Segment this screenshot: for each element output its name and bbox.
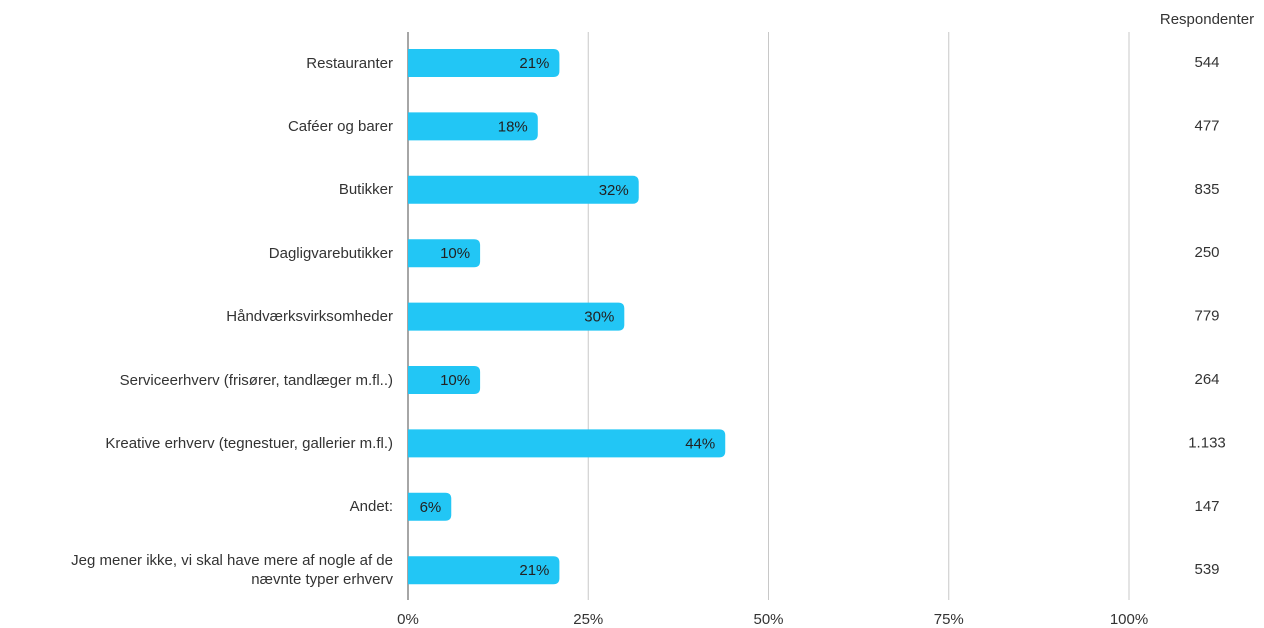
- respondents-header: Respondenter: [1160, 11, 1254, 28]
- category-label-box: Butikker: [338, 181, 393, 199]
- category-label-box: Andet:: [349, 498, 393, 516]
- category-label-box: Dagligvarebutikker: [268, 244, 393, 262]
- category-label-box: Jeg mener ikke, vi skal have mere af nog…: [71, 552, 393, 589]
- respondents-value: 539: [1194, 561, 1219, 578]
- bar: [408, 175, 639, 204]
- bar: [408, 492, 452, 521]
- respondents-value: 1.133: [1188, 434, 1226, 451]
- respondents-value: 250: [1194, 244, 1219, 261]
- category-label: Håndværksvirksomheder: [226, 308, 393, 326]
- x-tick-label: 100%: [1110, 611, 1148, 628]
- value-label: 21%: [519, 55, 549, 72]
- value-label: 10%: [440, 245, 470, 262]
- respondents-value: 264: [1194, 371, 1219, 388]
- respondents-value: 779: [1194, 308, 1219, 325]
- x-tick-label: 75%: [934, 611, 964, 628]
- category-label: Jeg mener ikke, vi skal have mere af nog…: [71, 552, 393, 589]
- value-label: 30%: [584, 309, 614, 326]
- x-tick-label: 0%: [397, 611, 419, 628]
- bar: [408, 239, 481, 268]
- bar: [408, 429, 726, 458]
- respondents-value: 835: [1194, 181, 1219, 198]
- value-label: 21%: [519, 562, 549, 579]
- respondents-value: 147: [1194, 498, 1219, 515]
- value-label: 10%: [440, 372, 470, 389]
- category-label-box: Caféer og barer: [287, 117, 393, 135]
- category-label: Dagligvarebutikker: [268, 244, 393, 262]
- category-label-box: Serviceerhverv (frisører, tandlæger m.fl…: [119, 371, 393, 389]
- category-label: Kreative erhverv (tegnestuer, gallerier …: [105, 434, 393, 452]
- bar: [408, 302, 625, 331]
- bar: [408, 556, 560, 585]
- category-label-box: Håndværksvirksomheder: [226, 308, 393, 326]
- bar: [408, 366, 481, 394]
- category-label-box: Restauranter: [306, 54, 393, 72]
- respondents-value: 477: [1194, 117, 1219, 134]
- category-label: Butikker: [338, 181, 393, 199]
- bar: [408, 49, 560, 77]
- category-label: Serviceerhverv (frisører, tandlæger m.fl…: [119, 371, 393, 389]
- bar: [408, 112, 538, 141]
- respondents-value: 544: [1194, 54, 1219, 71]
- x-tick-label: 25%: [573, 611, 603, 628]
- category-label: Restauranter: [306, 54, 393, 72]
- x-tick-label: 50%: [753, 611, 783, 628]
- value-label: 32%: [599, 182, 629, 199]
- category-label-box: Kreative erhverv (tegnestuer, gallerier …: [105, 434, 393, 452]
- value-label: 44%: [685, 435, 715, 452]
- value-label: 6%: [420, 499, 442, 516]
- category-label: Andet:: [349, 498, 393, 516]
- value-label: 18%: [498, 118, 528, 135]
- category-label: Caféer og barer: [287, 117, 393, 135]
